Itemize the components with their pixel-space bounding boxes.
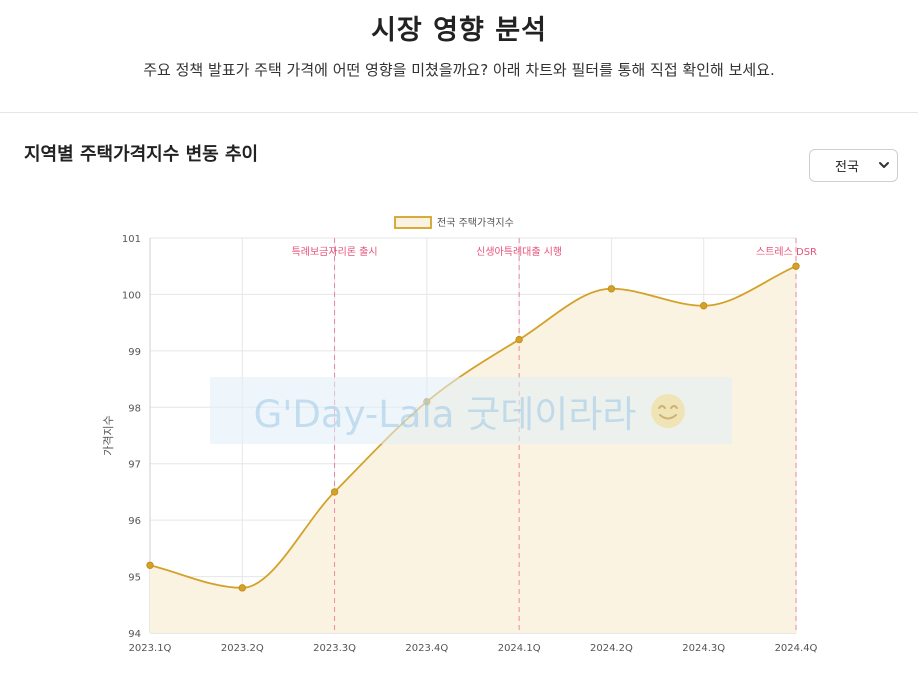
region-select[interactable]: 전국 [809, 149, 898, 182]
page-subtitle: 주요 정책 발표가 주택 가격에 어떤 영향을 미쳤을까요? 아래 차트와 필터… [143, 61, 775, 79]
x-tick-label: 2024.3Q [682, 643, 725, 654]
y-tick-label: 98 [128, 403, 141, 414]
data-point [792, 262, 800, 270]
data-point [238, 584, 246, 592]
y-tick-label: 96 [128, 516, 141, 527]
y-tick-label: 95 [128, 573, 141, 584]
legend-label: 전국 주택가격지수 [437, 216, 514, 229]
page-title: 시장 영향 분석 [371, 15, 547, 46]
data-point [607, 285, 616, 293]
x-tick-label: 2023.2Q [221, 643, 264, 654]
y-tick-label: 94 [128, 629, 141, 640]
annotation-label: 신생아특례대출 시행 [476, 246, 562, 258]
x-tick-label: 2023.1Q [129, 643, 172, 654]
page-header: 시장 영향 분석 주요 정책 발표가 주택 가격에 어떤 영향을 미쳤을까요? … [0, 0, 918, 113]
annotation-label: 스트레스 DSR [756, 246, 817, 258]
series-line [149, 265, 797, 589]
y-tick-label: 100 [122, 290, 141, 301]
chart-section-title: 지역별 주택가격지수 변동 추이 [24, 144, 259, 165]
data-point [700, 302, 708, 310]
data-point [146, 561, 154, 569]
data-point [330, 488, 339, 496]
price-index-chart: 94 95 96 97 98 99 100 101 2023.1Q 2023.2Q 2023.3Q 2… [102, 216, 818, 654]
y-axis-title: 가격지수 [102, 415, 115, 455]
annotation-label: 특례보금자리론 출시 [292, 246, 378, 258]
region-select-value: 전국 [835, 160, 859, 175]
y-tick-label: 99 [128, 347, 141, 358]
x-tick-label: 2024.1Q [498, 643, 541, 654]
data-point [515, 335, 523, 344]
x-tick-label: 2024.4Q [775, 643, 818, 654]
x-tick-label: 2023.3Q [313, 643, 356, 654]
x-tick-label: 2024.2Q [590, 643, 633, 654]
y-tick-label: 97 [128, 460, 141, 471]
y-tick-label: 101 [122, 234, 141, 245]
x-tick-label: 2023.4Q [405, 643, 448, 654]
data-point [423, 397, 431, 406]
legend-swatch [394, 216, 432, 229]
series-area-fill [150, 266, 796, 633]
chevron-down-icon [879, 162, 889, 168]
